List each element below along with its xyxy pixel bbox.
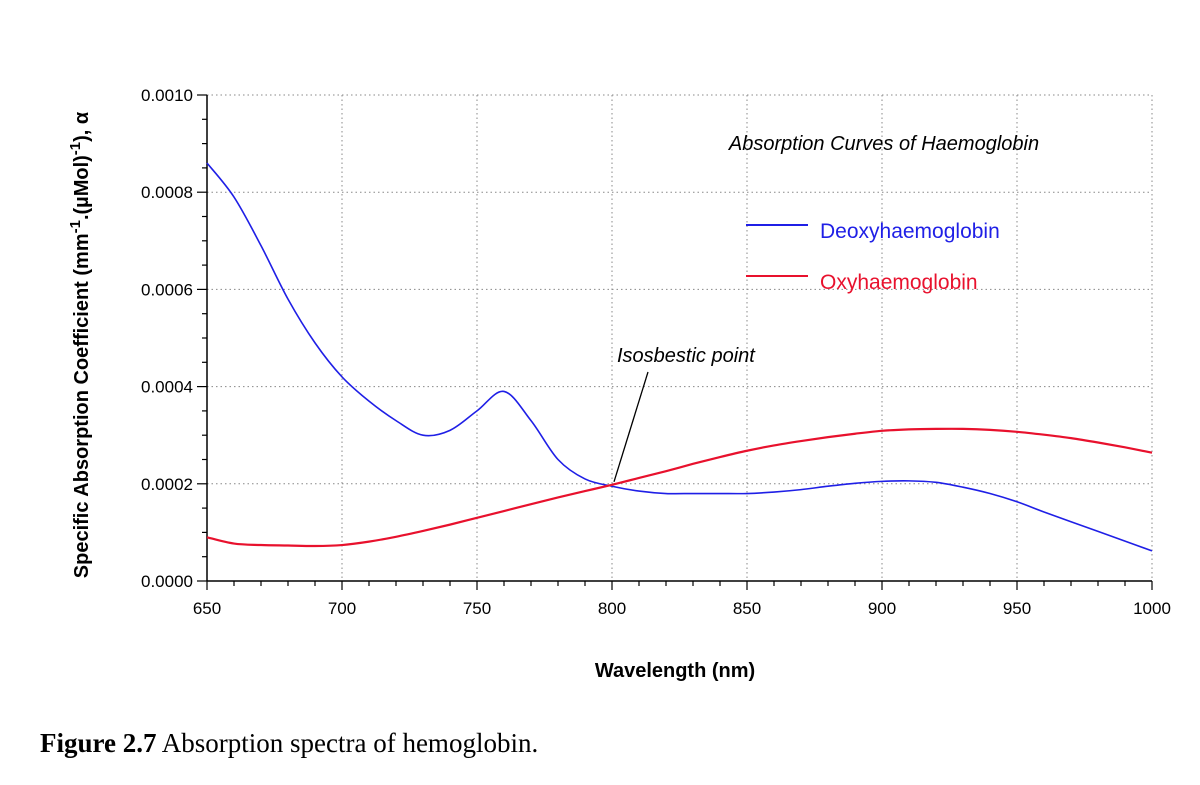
figure-caption-text: Absorption spectra of hemoglobin. <box>156 728 539 758</box>
y-tick-label: 0.0010 <box>141 86 193 105</box>
series-lines <box>206 162 1153 552</box>
axes: 650 700 750 800 850 900 950 1000 0.0000 0.0002 0.0… <box>141 86 1171 618</box>
x-tick-label: 950 <box>1003 599 1031 618</box>
series-line-deoxyhaemoglobin <box>206 162 1153 552</box>
y-tick-label: 0.0006 <box>141 280 193 299</box>
x-tick-label: 750 <box>463 599 491 618</box>
isosbestic-pointer <box>613 371 649 482</box>
series-line-oxyhaemoglobin <box>206 427 1153 548</box>
absorption-chart: 650 700 750 800 850 900 950 1000 0.0000 0.0002 0.0… <box>67 86 1171 682</box>
figure-caption: Figure 2.7 Absorption spectra of hemoglo… <box>40 728 538 759</box>
figure-label: Figure 2.7 <box>40 728 157 758</box>
y-axis-title: Specific Absorption Coefficient (mm-1.(µ… <box>67 111 93 578</box>
y-tick-label: 0.0004 <box>141 378 193 397</box>
y-tick-label: 0.0002 <box>141 475 193 494</box>
legend-label-deoxyhaemoglobin: Deoxyhaemoglobin <box>820 220 1000 243</box>
legend: Deoxyhaemoglobin Oxyhaemoglobin <box>746 220 1000 294</box>
x-tick-label: 900 <box>868 599 896 618</box>
isosbestic-annotation: Isosbestic point <box>613 345 756 482</box>
x-tick-label: 850 <box>733 599 761 618</box>
legend-label-oxyhaemoglobin: Oxyhaemoglobin <box>820 271 978 294</box>
x-tick-label: 650 <box>193 599 221 618</box>
x-axis-title: Wavelength (nm) <box>595 660 755 682</box>
isosbestic-label: Isosbestic point <box>617 345 756 367</box>
x-tick-label: 800 <box>598 599 626 618</box>
chart-title: Absorption Curves of Haemoglobin <box>728 133 1039 155</box>
y-tick-label: 0.0000 <box>141 572 193 591</box>
x-tick-label: 700 <box>328 599 356 618</box>
x-tick-label: 1000 <box>1133 599 1171 618</box>
y-tick-label: 0.0008 <box>141 183 193 202</box>
grid-lines <box>207 94 1153 581</box>
